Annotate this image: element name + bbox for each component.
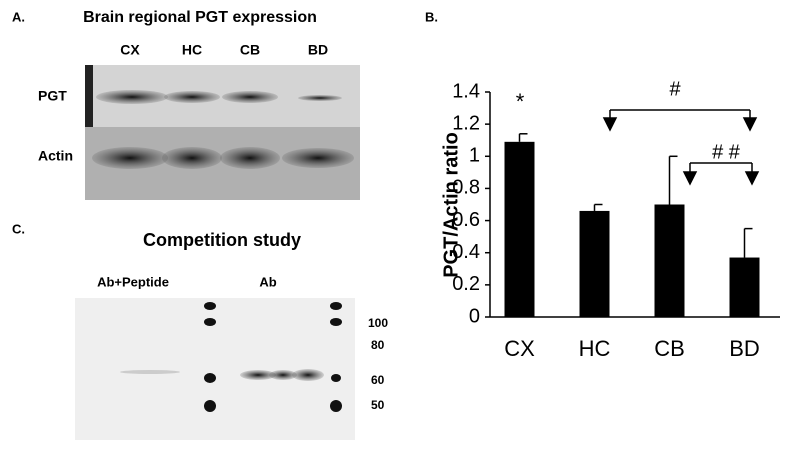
- y-tick-label: 0.8: [452, 177, 480, 199]
- panel-label: A.: [12, 9, 25, 24]
- y-tick-label: 0: [469, 305, 480, 327]
- panel-title: Brain regional PGT expression: [83, 9, 317, 26]
- annotation: *: [516, 89, 525, 114]
- y-axis-title: PGT/Actin ratio: [440, 132, 462, 278]
- lane-label: CX: [120, 42, 140, 58]
- marker-label: 100: [368, 316, 388, 330]
- x-tick-label: CB: [654, 336, 685, 361]
- lane-label: CB: [240, 42, 260, 58]
- comparison-arrows: [602, 109, 760, 186]
- y-tick-label: 1: [469, 145, 480, 167]
- y-tick-label: 1.2: [452, 112, 480, 134]
- y-tick-label: 0.6: [452, 209, 480, 231]
- marker-label: 80: [371, 338, 385, 352]
- x-tick-label: BD: [729, 336, 760, 361]
- bar: [579, 210, 610, 317]
- bar: [654, 204, 685, 317]
- x-tick-label: CX: [504, 336, 535, 361]
- y-tick-label: 0.4: [452, 241, 480, 263]
- annotation: #: [669, 78, 681, 100]
- bar: [729, 257, 760, 317]
- group-label: Ab+Peptide: [97, 274, 169, 289]
- bar: [504, 141, 535, 317]
- lane-label: BD: [308, 42, 328, 58]
- blot: [75, 298, 355, 440]
- annotation: # #: [712, 141, 741, 163]
- y-tick-label: 1.4: [452, 80, 480, 102]
- lane-label: HC: [182, 42, 202, 58]
- blot: [85, 65, 360, 200]
- y-tick-label: 0.2: [452, 273, 480, 295]
- row-label: PGT: [38, 88, 67, 104]
- marker-label: 60: [371, 373, 385, 387]
- x-tick-label: HC: [579, 336, 611, 361]
- marker-label: 50: [371, 398, 385, 412]
- plot: 0 0.2 0.4 0.6 0.8 1 1.2 1.4 CX HC CB BD: [452, 80, 780, 361]
- panel-title: Competition study: [143, 230, 301, 250]
- panel-label: B.: [425, 9, 438, 24]
- group-label: Ab: [259, 274, 276, 289]
- panel-label: C.: [12, 221, 25, 236]
- row-label: Actin: [38, 148, 73, 164]
